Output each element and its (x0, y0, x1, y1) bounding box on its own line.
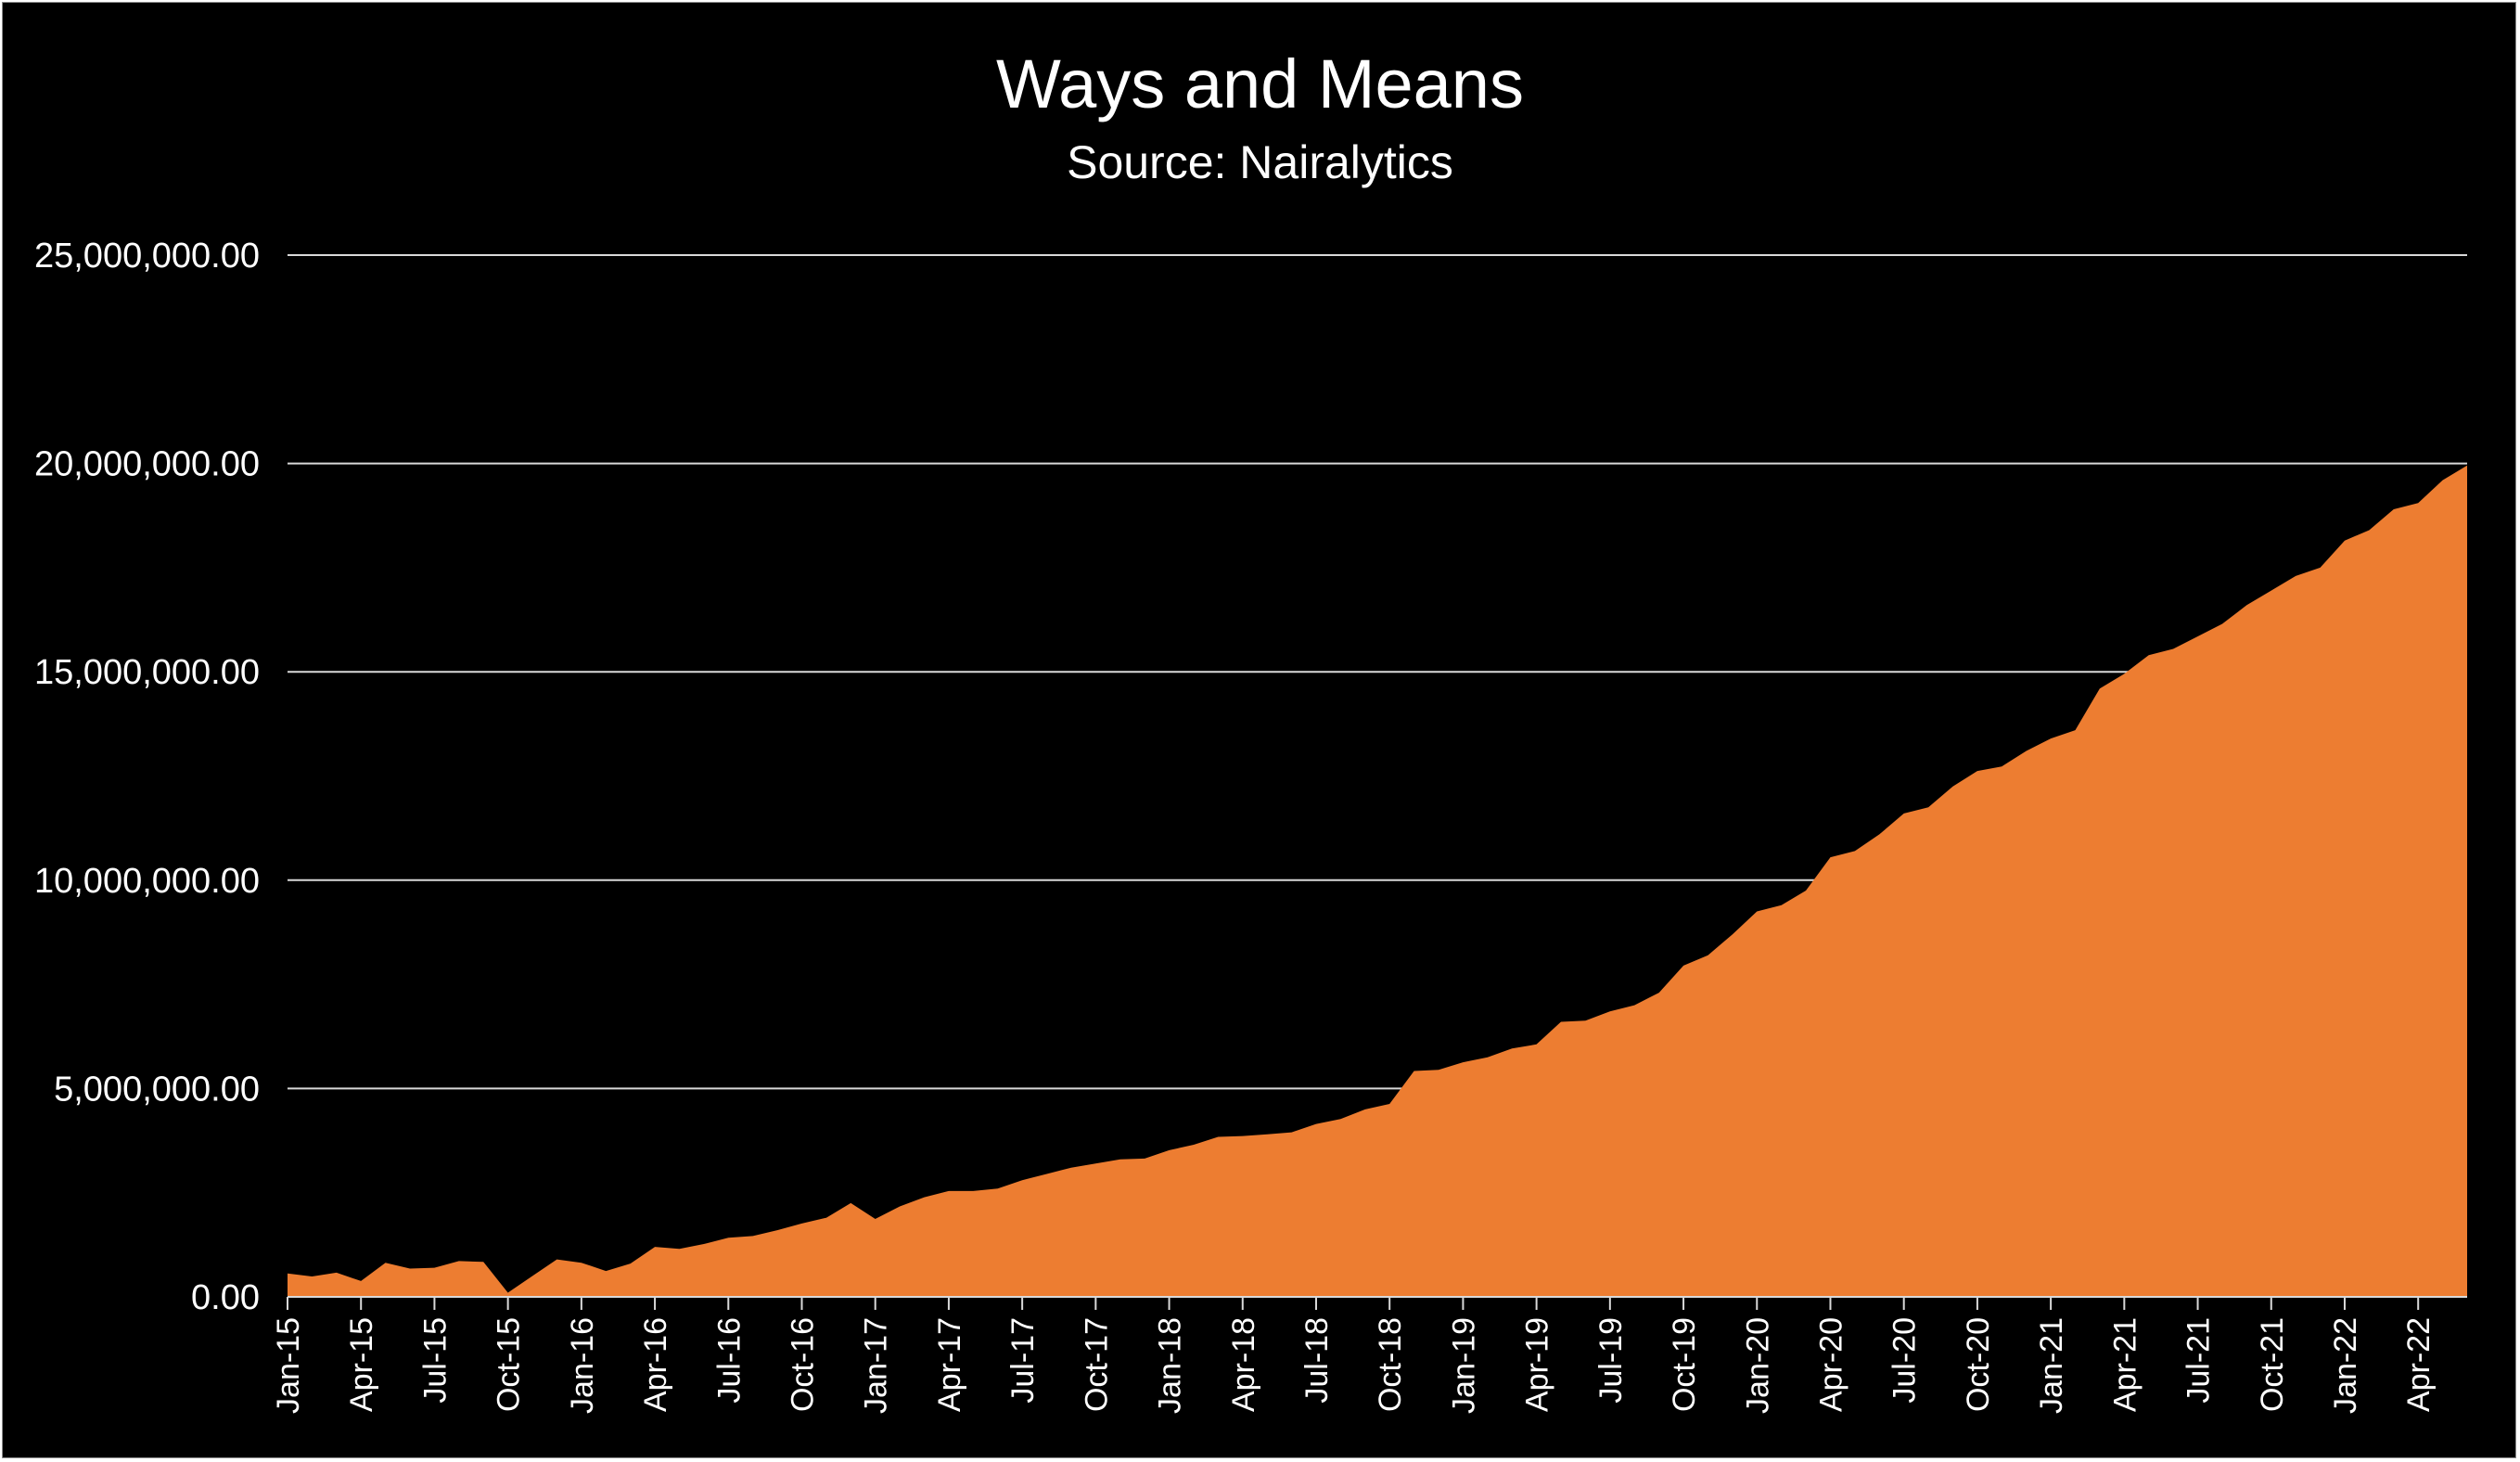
x-tick-label: Jul-15 (417, 1317, 453, 1404)
chart-subtitle: Source: Nairalytics (1067, 136, 1453, 188)
x-tick-label: Apr-19 (1520, 1317, 1555, 1412)
y-tick-label: 10,000,000.00 (34, 862, 260, 901)
y-tick-label: 25,000,000.00 (34, 237, 260, 276)
x-tick-label: Oct-16 (785, 1317, 820, 1412)
x-tick-label: Apr-15 (344, 1317, 379, 1412)
x-tick-label: Apr-22 (2401, 1317, 2437, 1412)
x-tick-label: Oct-17 (1079, 1317, 1114, 1412)
x-tick-label: Jan-20 (1740, 1317, 1775, 1414)
x-tick-label: Jan-22 (2328, 1317, 2363, 1414)
x-tick-label: Oct-21 (2255, 1317, 2290, 1412)
x-tick-label: Jan-16 (565, 1317, 600, 1414)
x-tick-label: Jul-20 (1887, 1317, 1923, 1404)
x-tick-label: Jan-19 (1446, 1317, 1481, 1414)
x-tick-label: Jan-17 (859, 1317, 894, 1414)
x-tick-label: Apr-20 (1813, 1317, 1848, 1412)
x-tick-label: Apr-18 (1226, 1317, 1261, 1412)
x-tick-label: Oct-19 (1667, 1317, 1702, 1412)
x-tick-label: Jul-16 (711, 1317, 747, 1404)
x-tick-label: Jul-21 (2181, 1317, 2217, 1404)
x-tick-label: Apr-16 (638, 1317, 673, 1412)
x-tick-label: Oct-18 (1373, 1317, 1408, 1412)
plot-area (288, 465, 2467, 1297)
x-axis: Jan-15 Apr-15 Jul-15 Oct-15 Jan-16 Apr-16 Jul-… (271, 1296, 2467, 1414)
x-tick-label: Jan-15 (271, 1317, 306, 1414)
x-tick-label: Jan-18 (1153, 1317, 1188, 1414)
area-series (288, 465, 2467, 1297)
y-tick-label: 0.00 (191, 1278, 260, 1317)
x-tick-label: Apr-21 (2107, 1317, 2143, 1412)
y-tick-label: 20,000,000.00 (34, 445, 260, 484)
x-tick-label: Jul-19 (1593, 1317, 1629, 1404)
chart-title: Ways and Means (996, 45, 1524, 122)
x-tick-label: Jul-17 (1005, 1317, 1041, 1404)
x-tick-label: Oct-15 (492, 1317, 527, 1412)
x-tick-label: Apr-17 (932, 1317, 967, 1412)
x-tick-label: Jul-18 (1299, 1317, 1335, 1404)
x-tick-label: Jan-21 (2034, 1317, 2069, 1414)
y-tick-label: 5,000,000.00 (54, 1070, 260, 1109)
y-tick-label: 15,000,000.00 (34, 653, 260, 692)
y-axis: 0.00 5,000,000.00 10,000,000.00 15,000,000.… (34, 237, 260, 1317)
x-tick-label: Oct-20 (1961, 1317, 1996, 1412)
